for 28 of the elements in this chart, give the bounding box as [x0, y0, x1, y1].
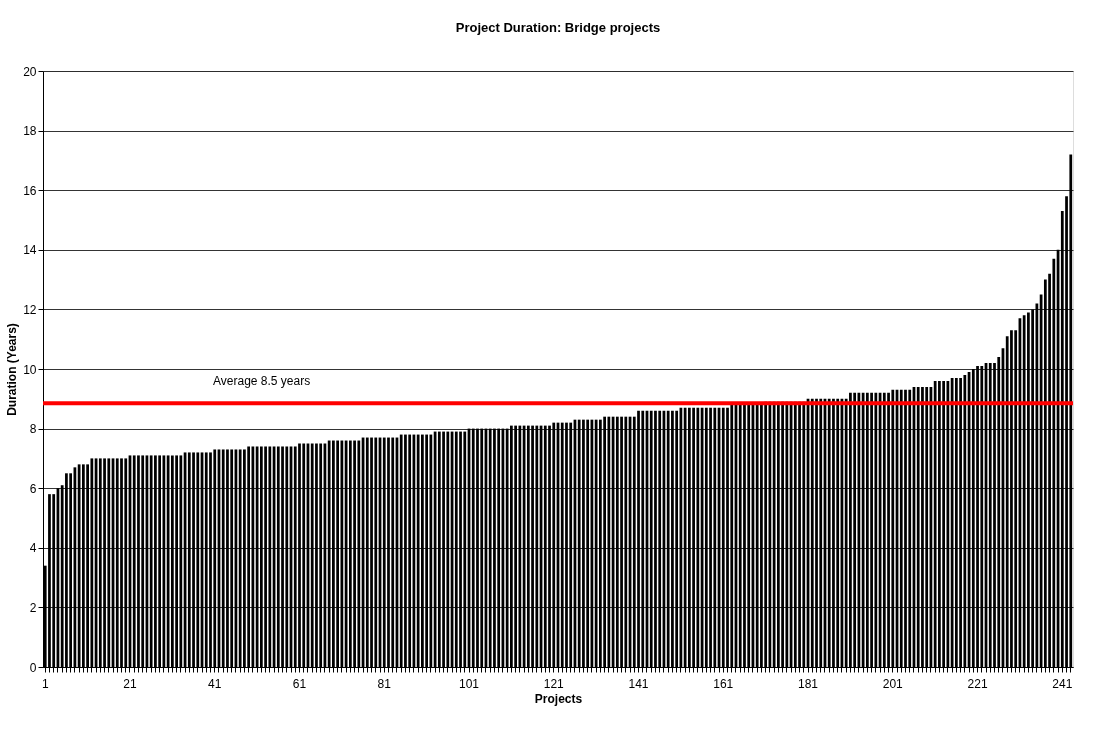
- x-axis-title: Projects: [534, 691, 583, 706]
- x-tick-label: 221: [967, 676, 988, 691]
- x-tick-label: 141: [628, 676, 649, 691]
- y-tick-label: 12: [23, 302, 37, 317]
- y-axis-title: Duration (Years): [5, 323, 20, 416]
- y-tick-label: 6: [29, 481, 37, 496]
- x-tick-label: 81: [377, 676, 392, 691]
- y-tick-label: 16: [23, 183, 37, 198]
- x-tick-label: 21: [123, 676, 137, 691]
- x-tick-label: 101: [458, 676, 480, 691]
- ref-line-label: Average 8.5 years: [213, 374, 311, 389]
- y-tick-label: 18: [23, 124, 37, 139]
- y-tick-label: 4: [29, 541, 37, 556]
- x-tick-label: 241: [1052, 676, 1073, 691]
- x-tick-label: 161: [713, 676, 734, 691]
- x-tick-label: 1: [41, 676, 49, 691]
- y-tick-label: 0: [29, 660, 37, 675]
- x-tick-label: 181: [798, 676, 819, 691]
- chart-title: Project Duration: Bridge projects: [455, 20, 661, 35]
- y-tick-label: 8: [29, 422, 37, 437]
- y-tick-label: 14: [23, 243, 37, 258]
- x-tick-label: 121: [543, 676, 565, 691]
- x-tick-label: 61: [292, 676, 307, 691]
- y-tick-label: 20: [23, 64, 37, 79]
- y-tick-label: 2: [29, 600, 37, 615]
- x-tick-label: 201: [882, 676, 904, 691]
- y-tick-label: 10: [23, 362, 37, 377]
- x-tick-label: 41: [208, 676, 222, 691]
